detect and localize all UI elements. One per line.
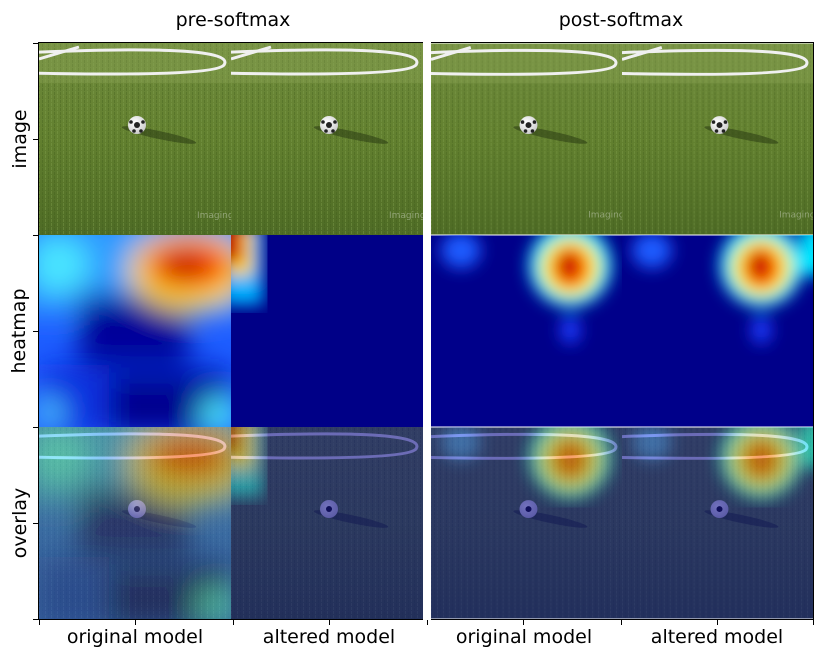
image-panel-post-altered: Imaging — [622, 43, 813, 235]
heatmap-panel-pre-altered — [231, 235, 423, 427]
col-label-post-altered: altered model — [650, 626, 784, 648]
col-label-pre-original: original model — [66, 626, 204, 648]
x-tick — [135, 620, 136, 625]
x-tick — [813, 620, 814, 625]
y-tick — [33, 43, 38, 44]
overlay-panel-pre-altered — [231, 427, 423, 619]
watermark: Imaging — [588, 211, 622, 221]
y-tick — [33, 427, 38, 428]
y-tick — [33, 523, 38, 524]
y-tick — [33, 331, 38, 332]
col-label-post-original: original model — [455, 626, 593, 648]
x-tick — [717, 620, 718, 625]
x-tick — [621, 620, 622, 625]
x-tick — [523, 620, 524, 625]
heatmap-panel-post-altered — [622, 235, 813, 427]
heatmap-panel-pre-original — [39, 235, 231, 427]
x-tick — [329, 620, 330, 625]
x-tick — [39, 620, 40, 625]
watermark: Imaging — [197, 211, 231, 221]
row-label-image: image — [9, 109, 31, 169]
watermark: Imaging — [779, 211, 813, 221]
image-panel-post-original: Imaging — [431, 43, 622, 235]
y-tick — [33, 235, 38, 236]
row-label-overlay: overlay — [9, 487, 31, 559]
x-tick — [233, 620, 234, 625]
overlay-panel-post-altered — [622, 427, 813, 619]
group-separator — [423, 42, 431, 620]
col-label-pre-altered: altered model — [262, 626, 396, 648]
x-tick — [427, 620, 428, 625]
image-panel-pre-altered: Imaging — [231, 43, 423, 235]
heatmap-panel-post-original — [431, 235, 622, 427]
title-post-softmax: post-softmax — [558, 9, 684, 31]
image-panel-pre-original: Imaging — [39, 43, 231, 235]
y-tick — [33, 139, 38, 140]
y-tick — [33, 619, 38, 620]
overlay-panel-pre-original — [39, 427, 231, 619]
row-label-heatmap: heatmap — [8, 288, 30, 374]
watermark: Imaging — [389, 211, 423, 221]
title-pre-softmax: pre-softmax — [175, 9, 291, 31]
overlay-panel-post-original — [431, 427, 622, 619]
